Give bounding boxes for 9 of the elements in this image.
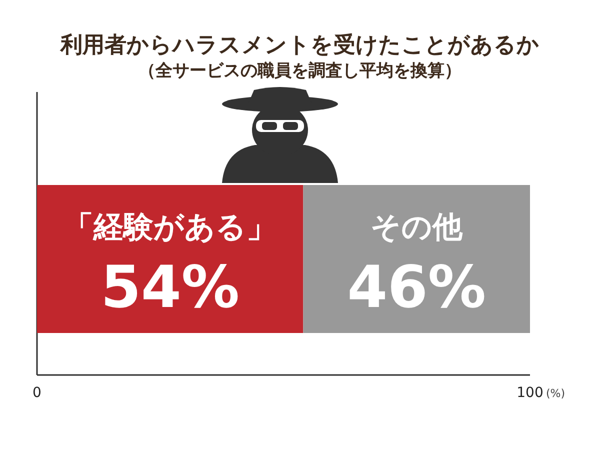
series-label: 「経験がある」 <box>64 210 277 245</box>
x-axis-title: (%) <box>546 387 566 400</box>
series-label: その他 <box>370 210 464 245</box>
x-tick-label: 100 <box>516 385 544 401</box>
data-label: 54% <box>100 253 240 321</box>
data-label: 46% <box>347 253 486 321</box>
chart-title: 利用者からハラスメントを受けたことがあるか <box>60 33 540 58</box>
x-tick-label: 0 <box>32 385 42 401</box>
chart-subtitle: （全サービスの職員を調査し平均を換算） <box>138 61 462 81</box>
